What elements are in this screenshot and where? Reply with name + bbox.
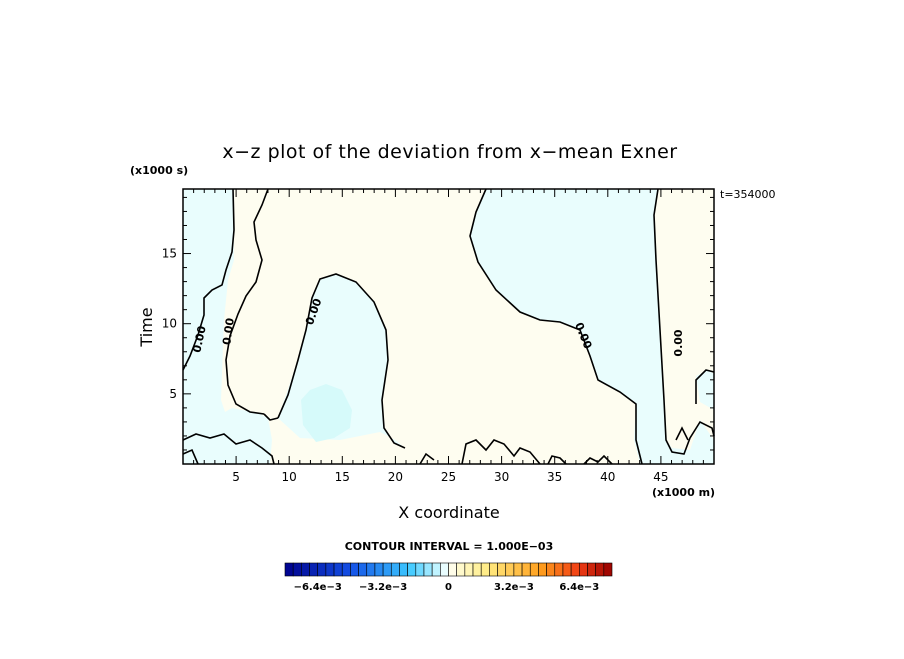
colorbar-cell bbox=[497, 562, 507, 577]
time-stamp: t=354000 bbox=[720, 188, 776, 201]
colorbar-cell bbox=[448, 562, 457, 577]
colorbar-tick-label: −3.2e−3 bbox=[359, 582, 407, 593]
x-tick-label: 45 bbox=[653, 470, 668, 484]
colorbar-cell bbox=[399, 562, 408, 577]
axis-ticks: 5 10 15 20 25 30 35 40 45 5 10 15 bbox=[162, 189, 714, 484]
zero-contours bbox=[182, 188, 715, 465]
contour-line-l bbox=[583, 454, 613, 465]
colorbar-cell bbox=[513, 562, 523, 577]
colorbar-cell bbox=[284, 562, 294, 577]
colorbar-cell bbox=[374, 562, 384, 577]
negative-region-left bbox=[183, 189, 272, 464]
colorbar-cell bbox=[317, 562, 327, 577]
colorbar-cell bbox=[309, 562, 318, 577]
contour-line-f bbox=[695, 369, 715, 404]
colorbar-tick-label: 3.2e−3 bbox=[494, 582, 534, 593]
colorbar-cell bbox=[423, 562, 433, 577]
negative-region-core bbox=[301, 384, 352, 442]
colorbar-cell bbox=[603, 562, 613, 577]
colorbar-cell bbox=[538, 562, 547, 577]
colorbar-cell bbox=[480, 562, 490, 577]
colorbar-cell bbox=[390, 562, 400, 577]
contour-label-5: 0.00 bbox=[672, 329, 685, 356]
colorbar-cell bbox=[407, 562, 417, 577]
colorbar-cell bbox=[554, 562, 564, 577]
y-tick-label: 15 bbox=[162, 247, 177, 261]
x-tick-label: 35 bbox=[547, 470, 562, 484]
x-tick-label: 40 bbox=[600, 470, 615, 484]
contour-line-c bbox=[277, 273, 406, 449]
colorbar-cell bbox=[341, 562, 351, 577]
colorbar-cell bbox=[472, 562, 482, 577]
colorbar-cell bbox=[489, 562, 498, 577]
colorbar-cell bbox=[415, 562, 425, 577]
colorbar-cell bbox=[562, 562, 572, 577]
colorbar-cell bbox=[350, 562, 359, 577]
contour-line-i bbox=[263, 413, 279, 421]
colorbar-cell bbox=[578, 562, 588, 577]
contour-line-n bbox=[675, 426, 689, 441]
colorbar-cell bbox=[366, 562, 376, 577]
contour-line-m bbox=[419, 452, 435, 465]
colorbar-tick-label: −6.4e−3 bbox=[294, 582, 342, 593]
contour-line-j bbox=[461, 439, 541, 465]
colorbar-cell bbox=[570, 562, 580, 577]
x-tick-label: 30 bbox=[494, 470, 509, 484]
x-tick-label: 5 bbox=[232, 470, 240, 484]
contour-line-b bbox=[225, 188, 269, 415]
colorbar-cell bbox=[595, 562, 605, 577]
negative-region-bottomright bbox=[696, 370, 714, 410]
colorbar-cell bbox=[587, 562, 596, 577]
contour-line-a bbox=[182, 188, 235, 371]
contour-line-e bbox=[653, 188, 715, 455]
y-tick-label: 5 bbox=[169, 387, 177, 401]
colorbar-cell bbox=[529, 562, 539, 577]
colorbar-cell bbox=[456, 562, 466, 577]
x-tick-label: 25 bbox=[441, 470, 456, 484]
x-unit-label: (x1000 m) bbox=[652, 486, 715, 499]
colorbar-labels: −6.4e−3 −3.2e−3 0 3.2e−3 6.4e−3 bbox=[294, 582, 600, 593]
contour-line-g bbox=[182, 433, 275, 465]
colorbar-tick-label: 6.4e−3 bbox=[559, 582, 599, 593]
colorbar-cell bbox=[382, 562, 392, 577]
colorbar-cell bbox=[333, 562, 343, 577]
colorbar-cell bbox=[546, 562, 556, 577]
y-axis-label: Time bbox=[137, 307, 156, 347]
x-tick-label: 10 bbox=[282, 470, 297, 484]
contour-line-k bbox=[547, 455, 567, 465]
colorbar-cell bbox=[325, 562, 335, 577]
colorbar-cell bbox=[431, 562, 441, 577]
x-tick-label: 20 bbox=[388, 470, 403, 484]
colorbar bbox=[284, 562, 613, 577]
colorbar-tick-label: 0 bbox=[445, 582, 452, 593]
colorbar-cell bbox=[440, 562, 449, 577]
y-unit-label: (x1000 s) bbox=[130, 164, 188, 177]
contour-label-2: 0.00 bbox=[220, 317, 237, 346]
y-tick-label: 10 bbox=[162, 317, 177, 331]
colorbar-cell bbox=[521, 562, 531, 577]
negative-region-right bbox=[470, 189, 714, 464]
contour-line-d bbox=[469, 188, 643, 465]
contour-label-1: 0.00 bbox=[190, 324, 208, 354]
colorbar-cell bbox=[301, 562, 310, 577]
colorbar-cell bbox=[505, 562, 515, 577]
colorbar-cell bbox=[358, 562, 368, 577]
plot-area: 0.00 0.00 0.00 0.00 0.00 5 10 15 20 25 30 35 40… bbox=[162, 188, 715, 484]
chart-title: x−z plot of the deviation from x−mean Ex… bbox=[222, 141, 677, 163]
x-tick-label: 15 bbox=[335, 470, 350, 484]
colorbar-cell bbox=[292, 562, 302, 577]
contour-interval-text: CONTOUR INTERVAL = 1.000E−03 bbox=[345, 540, 554, 553]
contour-line-h bbox=[182, 448, 199, 465]
x-axis-label: X coordinate bbox=[398, 503, 499, 522]
colorbar-cell bbox=[464, 562, 474, 577]
